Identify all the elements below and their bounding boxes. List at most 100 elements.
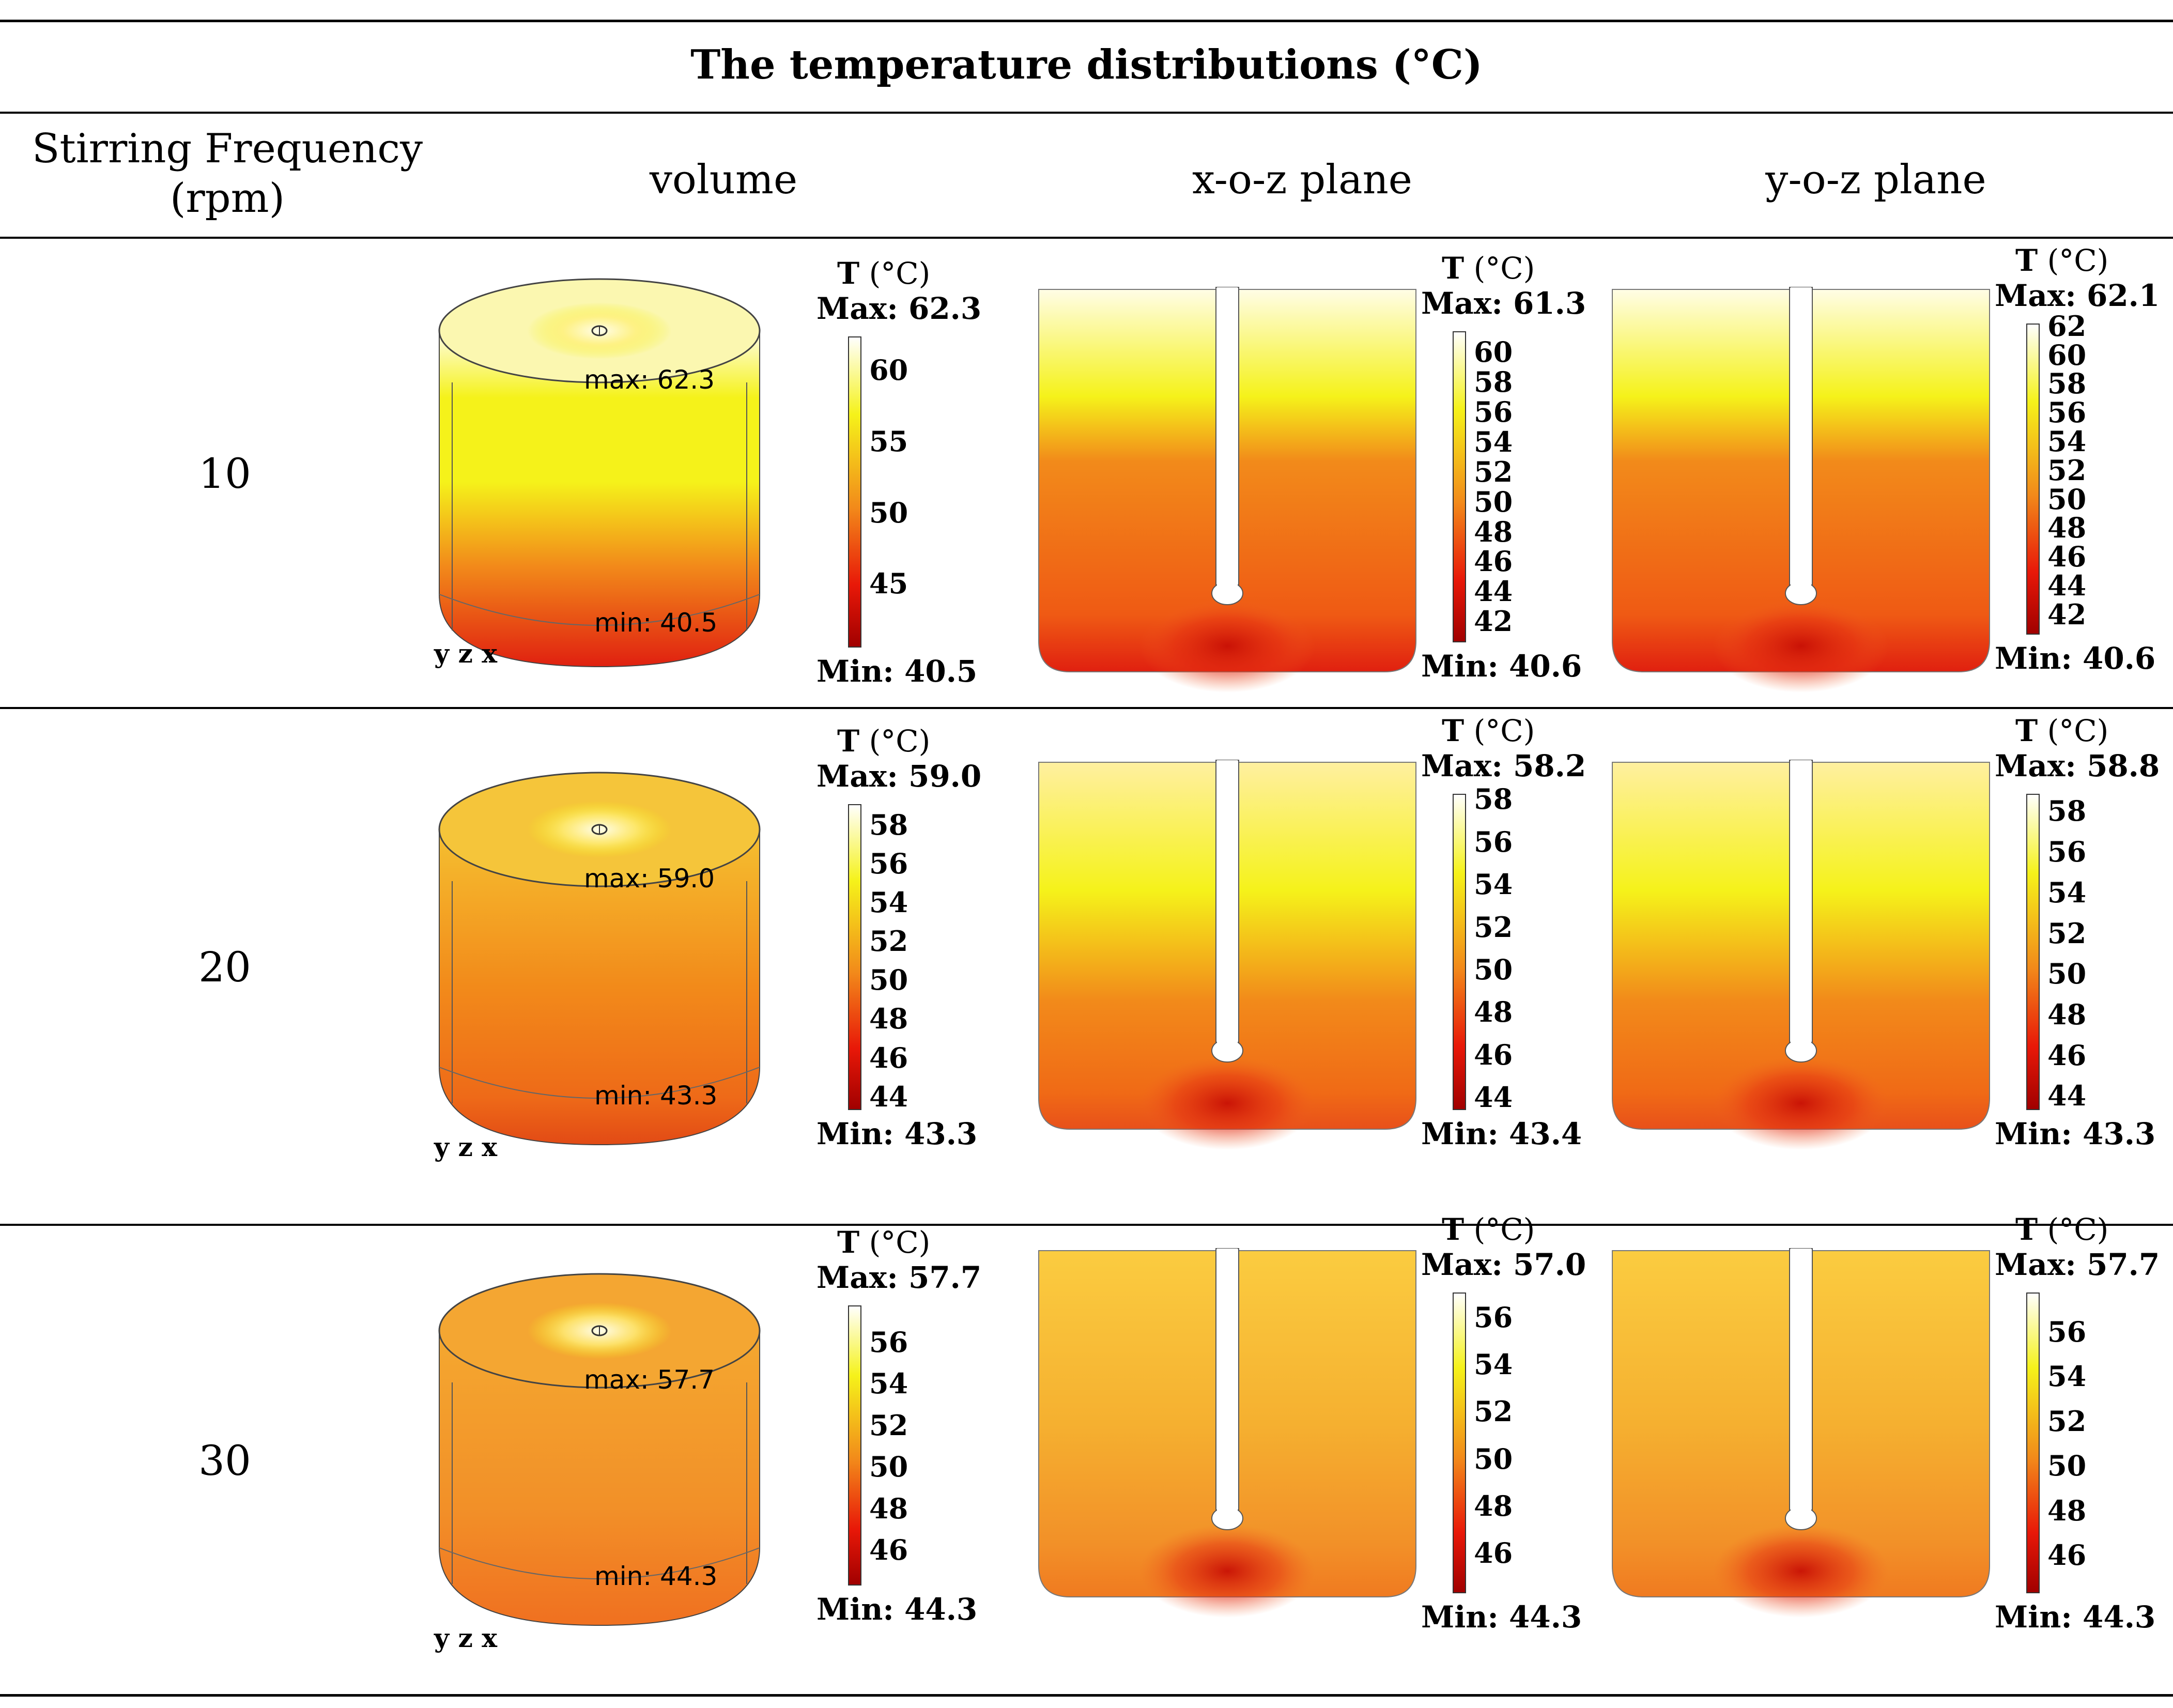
- colorbar-gradient: [2026, 324, 2040, 635]
- legend-min: Min: 43.4: [1421, 1119, 1582, 1149]
- legend-min: Min: 40.5: [816, 656, 977, 686]
- legend-max-prefix: Max:: [1421, 286, 1513, 321]
- legend-max-prefix: Max:: [816, 291, 908, 326]
- colorbar-tick: 58: [1474, 365, 1513, 398]
- colorbar-tick: 50: [2047, 482, 2087, 516]
- legend-max: Max: 57.7: [1995, 1250, 2160, 1280]
- axis-triad: y z x: [434, 1132, 498, 1162]
- colorbar-tick: 44: [2047, 1079, 2087, 1113]
- cylinder-3d: [438, 1273, 761, 1626]
- legend-max: Max: 62.1: [1995, 281, 2160, 311]
- colorbar-tick: 45: [869, 567, 908, 601]
- legend-t-unit: (°C): [2038, 713, 2109, 748]
- plane-section: [1038, 760, 1416, 1150]
- impeller-hot-zone: [1139, 1525, 1315, 1618]
- row-rule-1: [0, 707, 2173, 709]
- colorbar-tick: 44: [2047, 569, 2087, 603]
- row-label-20: 20: [198, 943, 251, 991]
- colorbar-tick: 52: [2047, 1404, 2087, 1438]
- cylinder-body: [439, 829, 760, 1146]
- legend-max-prefix: Max:: [1421, 1247, 1513, 1282]
- yoz-plot: T (°C) Max: 58.8 58 56 54 52 50 48 46 44 Min: 43.3: [1612, 716, 2173, 1181]
- colorbar-tick: 48: [1474, 995, 1513, 1029]
- colorbar-tick: 56: [2047, 396, 2087, 429]
- colorbar-tick: 46: [1474, 545, 1513, 578]
- colorbar-tick: 44: [1474, 575, 1513, 608]
- colorbar-tick: 52: [869, 925, 908, 958]
- header-xoz: x-o-z plane: [1192, 157, 1412, 203]
- legend-title: T (°C): [1442, 253, 1535, 283]
- colorbar: [848, 1305, 861, 1586]
- colorbar-tick: 50: [869, 1450, 908, 1484]
- legend-title: T (°C): [2015, 245, 2108, 275]
- legend-min-prefix: Min:: [1421, 1116, 1509, 1151]
- legend-min-prefix: Min:: [816, 654, 905, 689]
- header-rule: [0, 237, 2173, 239]
- row-label-10: 10: [198, 450, 251, 498]
- colorbar-tick: 54: [2047, 1360, 2087, 1393]
- volume-min-annotation: min: 40.5: [594, 608, 718, 638]
- legend-max: Max: 57.0: [1421, 1250, 1586, 1280]
- xoz-plot: T (°C) Max: 61.3 60 58 56 54 52 50 48 46 44 42 Min: …: [1038, 248, 1607, 693]
- legend-min: Min: 44.3: [1421, 1602, 1582, 1632]
- legend-min: Min: 40.6: [1995, 643, 2155, 673]
- legend-t-label: T: [1442, 713, 1465, 748]
- legend-title: T (°C): [837, 258, 930, 288]
- top-rule: [0, 20, 2173, 22]
- colorbar-tick: 60: [2047, 338, 2087, 372]
- colorbar-tick: 56: [1474, 395, 1513, 428]
- colorbar-tick: 48: [869, 1491, 908, 1525]
- colorbar-tick: 52: [869, 1408, 908, 1442]
- legend-t-unit: (°C): [859, 1225, 931, 1260]
- base-ring: [439, 1067, 760, 1099]
- title-rule: [0, 112, 2173, 114]
- legend-max-prefix: Max:: [816, 759, 908, 794]
- colorbar-tick: 56: [2047, 835, 2087, 869]
- legend-t-label: T: [1442, 1212, 1465, 1247]
- legend-max-value: 61.3: [1513, 286, 1586, 321]
- legend-max-value: 58.2: [1513, 748, 1586, 783]
- legend-max: Max: 59.0: [816, 761, 981, 791]
- legend-min-prefix: Min:: [816, 1592, 905, 1627]
- volume-min-annotation: min: 43.3: [594, 1081, 718, 1111]
- cylinder-body: [439, 1330, 760, 1626]
- impeller-hot-zone: [1713, 1057, 1889, 1150]
- colorbar-tick: 50: [869, 963, 908, 997]
- xoz-plot: T (°C) Max: 58.2 58 56 54 52 50 48 46 44 Min: 43.4: [1038, 716, 1607, 1181]
- colorbar-tick: 48: [2047, 1494, 2087, 1527]
- impeller-hot-zone: [1713, 1525, 1889, 1618]
- legend-t-unit: (°C): [859, 724, 931, 759]
- yoz-plot: T (°C) Max: 62.1 62 60 58 56 54 52 50 48 46 44 42 Min…: [1612, 245, 2173, 693]
- colorbar-tick: 48: [1474, 515, 1513, 548]
- legend-min-value: 40.5: [904, 654, 978, 689]
- legend-min-value: 40.6: [2083, 641, 2156, 676]
- legend-min: Min: 43.3: [1995, 1119, 2155, 1149]
- colorbar: [1453, 794, 1466, 1110]
- table-title: The temperature distributions (°C): [690, 41, 1483, 88]
- colorbar-tick: 58: [2047, 794, 2087, 828]
- colorbar-tick: 52: [2047, 916, 2087, 950]
- legend-max: Max: 57.7: [816, 1263, 981, 1292]
- colorbar: [2026, 324, 2040, 635]
- legend-max-prefix: Max:: [1421, 748, 1513, 783]
- colorbar-gradient: [1453, 1292, 1466, 1593]
- row-label-30: 30: [198, 1437, 251, 1485]
- colorbar-tick: 60: [1474, 335, 1513, 368]
- legend-max-prefix: Max:: [816, 1260, 908, 1295]
- cylinder-body: [439, 330, 760, 668]
- colorbar-tick: 46: [869, 1533, 908, 1567]
- colorbar-tick: 54: [869, 885, 908, 919]
- legend-max-value: 62.1: [2086, 278, 2160, 313]
- colorbar-tick: 42: [1474, 605, 1513, 638]
- legend-t-unit: (°C): [1464, 1212, 1535, 1247]
- volume-min-annotation: min: 44.3: [594, 1561, 718, 1591]
- colorbar-gradient: [848, 1305, 861, 1586]
- legend-title: T (°C): [2015, 716, 2108, 746]
- legend-min-prefix: Min:: [816, 1116, 905, 1151]
- shaft-fill: [1791, 1249, 1811, 1517]
- legend-max-value: 57.0: [1513, 1247, 1586, 1282]
- legend-min-prefix: Min:: [1995, 1116, 2083, 1151]
- plane-section: [1612, 1248, 1990, 1618]
